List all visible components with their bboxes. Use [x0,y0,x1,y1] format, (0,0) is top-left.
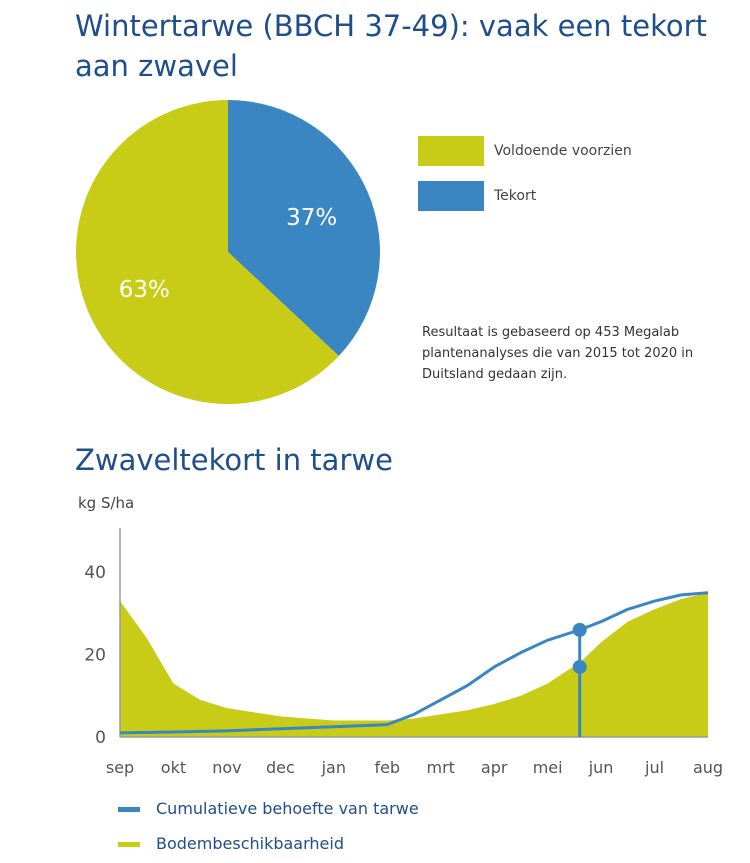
deficit-marker-supply-point [572,659,587,674]
legend-label-voldoende: Voldoende voorzien [494,143,632,159]
legend-label-bodem: Bodembeschikbaarheid [156,834,344,853]
pie-slice-tekort [228,100,380,357]
x-tick-label: feb [374,758,400,777]
x-tick-label: nov [212,758,241,777]
x-tick-label: okt [161,758,186,777]
x-tick-label: mrt [427,758,455,777]
deficit-marker-demand-point [572,622,587,637]
area-bodembeschikbaarheid [120,592,708,737]
y-tick-label: 20 [84,646,106,666]
y-axis-label: kg S/ha [78,494,135,512]
line-chart-title: Zwaveltekort in tarwe [75,443,393,477]
x-tick-label: jan [321,758,346,777]
pie-footnote: Resultaat is gebaseerd op 453 Megalab pl… [422,325,694,382]
pie-slice-label-voldoende-voorzien: 63% [119,277,170,303]
legend-area-icon [118,842,140,847]
pie-slice-label-tekort: 37% [286,205,337,231]
x-tick-label: aug [693,758,723,777]
pie-slice-voldoende-voorzien [76,100,339,404]
x-tick-label: dec [266,758,295,777]
legend-swatch-tekort [418,181,484,211]
x-tick-label: sep [106,758,134,777]
legend-line-icon [118,807,140,812]
legend-item-behoefte: Cumulatieve behoefte van tarwe [118,799,419,818]
legend-label-behoefte: Cumulatieve behoefte van tarwe [156,799,419,818]
legend-swatch-voldoende [418,136,484,166]
x-tick-label: jun [588,758,614,777]
x-tick-label: mei [533,758,563,777]
x-tick-label: apr [481,758,508,777]
line-cumulatieve-behoefte [119,591,709,735]
pie-chart-title: Wintertarwe (BBCH 37-49): vaak een tekor… [75,9,707,83]
y-tick-label: 0 [95,728,106,748]
x-tick-label: jul [644,758,664,777]
legend-item-bodem: Bodembeschikbaarheid [118,834,344,853]
legend-label-tekort: Tekort [494,188,537,204]
y-tick-label: 40 [84,563,106,583]
